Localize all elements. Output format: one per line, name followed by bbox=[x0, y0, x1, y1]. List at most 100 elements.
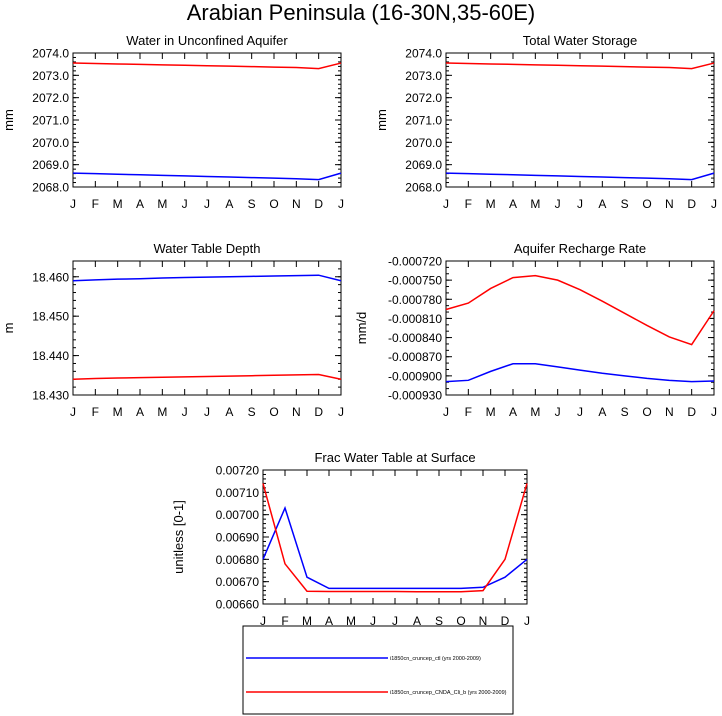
x-tick-label: J bbox=[260, 614, 266, 628]
x-tick-label: O bbox=[642, 405, 651, 419]
x-tick-label: A bbox=[225, 197, 233, 211]
y-axis-label: unitless [0-1] bbox=[171, 500, 186, 574]
x-tick-label: M bbox=[157, 405, 167, 419]
x-tick-label: A bbox=[598, 405, 606, 419]
x-tick-label: F bbox=[465, 197, 472, 211]
series-line-ctl bbox=[445, 172, 715, 181]
y-tick-label: 0.00680 bbox=[216, 553, 260, 567]
x-tick-label: F bbox=[465, 405, 472, 419]
x-tick-label: J bbox=[711, 197, 717, 211]
y-tick-label: 2072.0 bbox=[405, 91, 442, 105]
y-tick-label: -0.000810 bbox=[388, 312, 442, 326]
y-axis-label: mm/d bbox=[354, 312, 369, 345]
y-tick-label: 18.460 bbox=[32, 270, 69, 284]
x-tick-label: J bbox=[70, 197, 76, 211]
y-tick-label: -0.000930 bbox=[388, 389, 442, 403]
chart-panel-4: Aquifer Recharge Rate mm/d -0.000930 -0.000… bbox=[354, 241, 717, 419]
x-tick-label: S bbox=[435, 614, 443, 628]
x-tick-label: A bbox=[598, 197, 606, 211]
x-tick-label: M bbox=[486, 197, 496, 211]
y-tick-label: 18.430 bbox=[32, 389, 69, 403]
plot-frame bbox=[445, 52, 715, 188]
y-axis-label: m bbox=[1, 323, 16, 334]
x-tick-label: N bbox=[479, 614, 488, 628]
x-tick-label: O bbox=[269, 405, 278, 419]
x-tick-label: O bbox=[269, 197, 278, 211]
y-tick-label: 2071.0 bbox=[32, 114, 69, 128]
plot-frame bbox=[445, 260, 715, 396]
x-tick-label: N bbox=[292, 197, 301, 211]
page-title: Arabian Peninsula (16-30N,35-60E) bbox=[186, 0, 536, 25]
y-tick-label: 2071.0 bbox=[405, 114, 442, 128]
series-line-ctl bbox=[72, 172, 342, 181]
legend: i1850cn_cruncep_ctl (yrs 2000-2009) i185… bbox=[242, 625, 514, 715]
y-axis-label: mm bbox=[374, 109, 389, 131]
y-tick-label: 2068.0 bbox=[32, 181, 69, 195]
x-tick-label: F bbox=[92, 405, 99, 419]
series-line-ctl bbox=[445, 362, 715, 383]
x-tick-label: J bbox=[577, 197, 583, 211]
x-tick-label: N bbox=[665, 405, 674, 419]
y-tick-label: 18.440 bbox=[32, 349, 69, 363]
x-tick-label: O bbox=[456, 614, 465, 628]
x-tick-label: F bbox=[92, 197, 99, 211]
x-tick-label: A bbox=[136, 405, 144, 419]
x-tick-label: D bbox=[687, 405, 696, 419]
chart-panel-3: Water Table Depth m 18.430 18.440 18.450 18.4… bbox=[1, 241, 344, 419]
y-tick-label: 0.00670 bbox=[216, 575, 260, 589]
y-tick-label: 2070.0 bbox=[32, 136, 69, 150]
x-tick-label: J bbox=[204, 405, 210, 419]
y-tick-label: 2074.0 bbox=[32, 47, 69, 61]
x-tick-label: S bbox=[621, 197, 629, 211]
y-tick-label: -0.000750 bbox=[388, 274, 442, 288]
y-tick-label: 2073.0 bbox=[32, 69, 69, 83]
x-tick-label: F bbox=[281, 614, 288, 628]
x-tick-label: S bbox=[248, 197, 256, 211]
y-tick-label: -0.000780 bbox=[388, 293, 442, 307]
x-tick-label: D bbox=[314, 197, 323, 211]
x-tick-label: A bbox=[509, 197, 517, 211]
x-tick-label: M bbox=[530, 197, 540, 211]
x-tick-label: S bbox=[621, 405, 629, 419]
series-line-exp bbox=[72, 373, 342, 380]
plot-frame bbox=[72, 52, 342, 188]
x-tick-label: A bbox=[413, 614, 421, 628]
x-tick-label: M bbox=[302, 614, 312, 628]
x-tick-label: J bbox=[577, 405, 583, 419]
x-tick-label: J bbox=[555, 197, 561, 211]
y-axis-label: mm bbox=[1, 109, 16, 131]
y-tick-label: -0.000870 bbox=[388, 350, 442, 364]
x-tick-label: J bbox=[711, 405, 717, 419]
x-tick-label: A bbox=[136, 197, 144, 211]
y-tick-label: 2073.0 bbox=[405, 69, 442, 83]
series-line-exp bbox=[72, 62, 342, 70]
chart-title: Aquifer Recharge Rate bbox=[514, 241, 646, 256]
series-line-exp bbox=[262, 483, 528, 593]
x-tick-label: D bbox=[314, 405, 323, 419]
y-tick-label: -0.000840 bbox=[388, 331, 442, 345]
x-tick-label: M bbox=[346, 614, 356, 628]
y-tick-label: 18.450 bbox=[32, 310, 69, 324]
series-line-exp bbox=[445, 62, 715, 70]
y-tick-label: 0.00690 bbox=[216, 531, 260, 545]
x-tick-label: J bbox=[524, 614, 530, 628]
x-tick-label: J bbox=[443, 405, 449, 419]
chart-title: Frac Water Table at Surface bbox=[314, 450, 475, 465]
chart-title: Water in Unconfined Aquifer bbox=[126, 33, 288, 48]
y-tick-label: 2069.0 bbox=[405, 158, 442, 172]
chart-title: Total Water Storage bbox=[523, 33, 637, 48]
chart-panel-1: Water in Unconfined Aquifer mm 2068.0 2069.… bbox=[1, 33, 344, 211]
x-tick-label: D bbox=[687, 197, 696, 211]
y-tick-label: -0.000720 bbox=[388, 255, 442, 269]
x-tick-label: M bbox=[113, 197, 123, 211]
x-tick-label: N bbox=[665, 197, 674, 211]
x-tick-label: S bbox=[248, 405, 256, 419]
chart-panel-2: Total Water Storage mm 2068.0 2069.0 2070.0 2… bbox=[374, 33, 717, 211]
y-tick-label: 0.00700 bbox=[216, 508, 260, 522]
x-tick-label: J bbox=[182, 405, 188, 419]
x-tick-label: A bbox=[225, 405, 233, 419]
y-tick-label: 2070.0 bbox=[405, 136, 442, 150]
x-tick-label: M bbox=[157, 197, 167, 211]
y-tick-label: -0.000900 bbox=[388, 369, 442, 383]
